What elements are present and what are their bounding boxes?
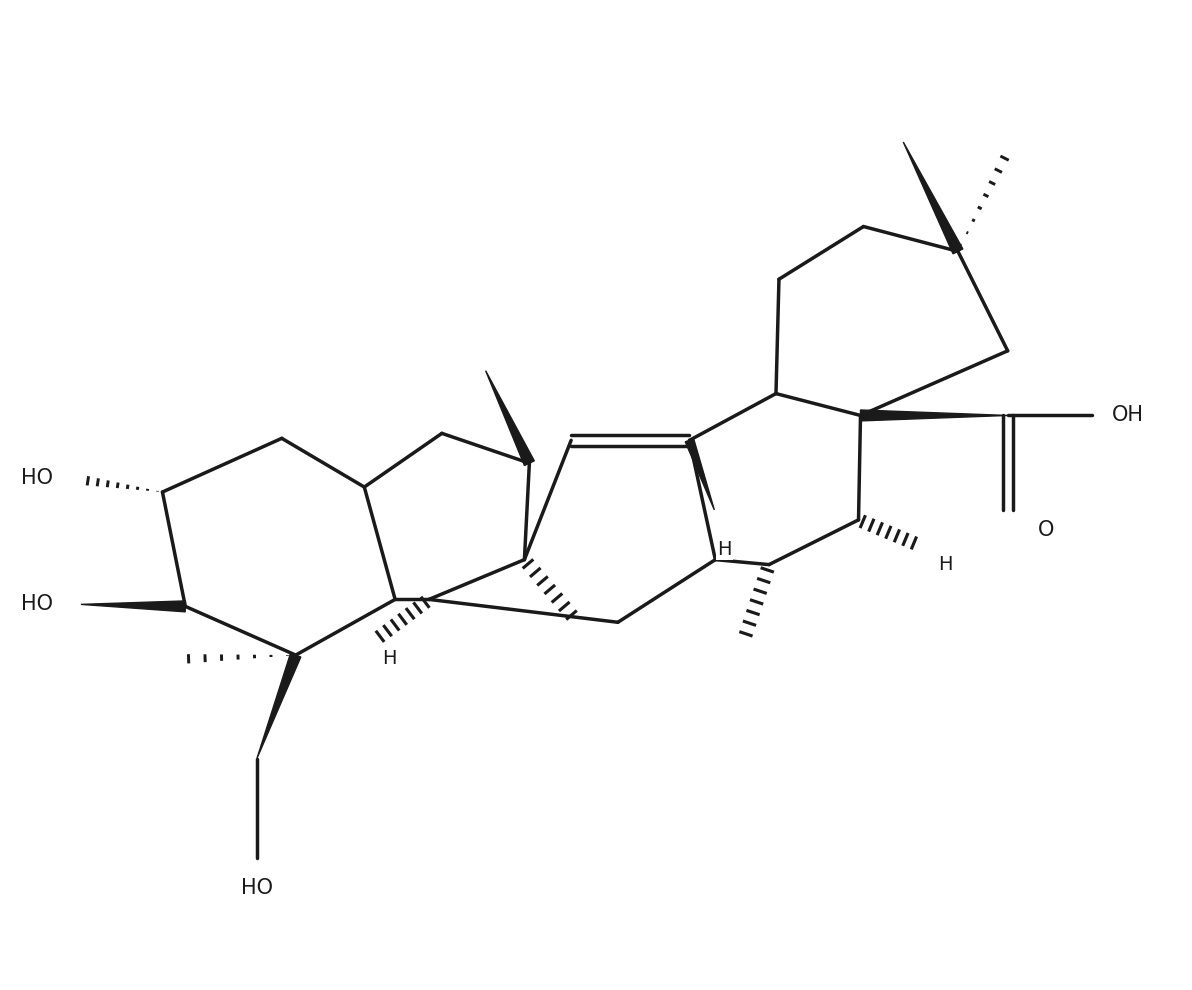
Text: HO: HO [21, 468, 54, 488]
Polygon shape [485, 370, 534, 465]
Polygon shape [861, 410, 1007, 421]
Text: H: H [381, 649, 396, 668]
Polygon shape [81, 601, 186, 612]
Text: HO: HO [241, 878, 273, 898]
Polygon shape [685, 439, 714, 510]
Polygon shape [904, 142, 963, 253]
Text: H: H [718, 540, 732, 558]
Text: H: H [938, 555, 952, 574]
Text: OH: OH [1112, 406, 1144, 426]
Polygon shape [257, 653, 300, 758]
Text: O: O [1037, 520, 1054, 540]
Text: HO: HO [21, 594, 54, 615]
